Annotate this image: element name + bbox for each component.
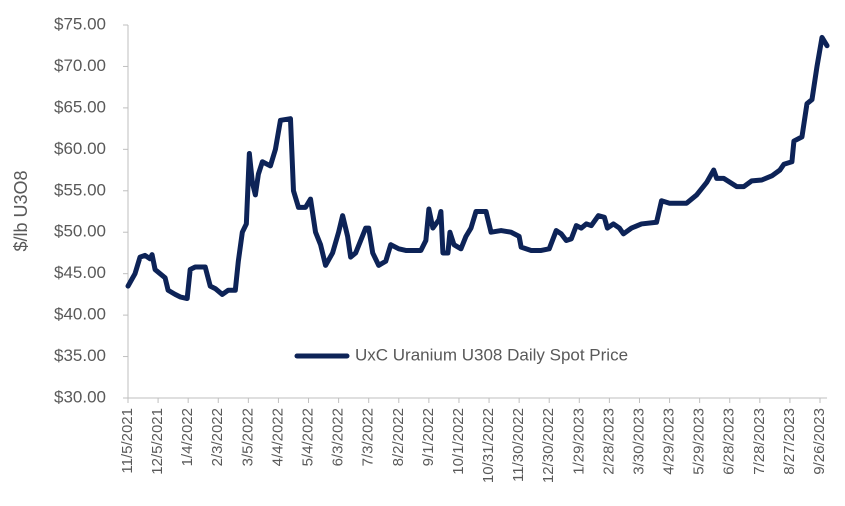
y-axis-label: $/lb U3O8	[11, 170, 31, 251]
x-tick-label: 5/4/2022	[299, 408, 316, 466]
x-tick-label: 5/29/2023	[691, 408, 708, 475]
x-tick-label: 11/5/2021	[119, 408, 136, 474]
x-tick-label: 3/5/2022	[239, 408, 256, 466]
x-tick-label: 10/1/2022	[450, 408, 467, 475]
x-tick-label: 12/5/2021	[149, 408, 166, 475]
x-tick-label: 7/3/2022	[360, 408, 377, 466]
x-tick-label: 6/3/2022	[330, 408, 347, 466]
x-tick-label: 4/29/2023	[661, 408, 678, 475]
y-tick-label: $50.00	[54, 222, 106, 241]
x-tick-label: 2/28/2023	[600, 408, 617, 475]
x-tick-label: 9/26/2023	[811, 408, 828, 475]
y-tick-label: $55.00	[54, 180, 106, 199]
x-tick-label: 1/29/2023	[570, 408, 587, 475]
x-tick-label: 2/3/2022	[209, 408, 226, 466]
y-tick-label: $60.00	[54, 139, 106, 158]
x-tick-label: 8/27/2023	[781, 408, 798, 475]
y-tick-label: $40.00	[54, 305, 106, 324]
price-line	[125, 34, 830, 302]
y-tick-label: $30.00	[54, 387, 106, 406]
y-tick-label: $75.00	[54, 14, 106, 33]
x-tick-label: 3/30/2023	[630, 408, 647, 475]
x-tick-label: 4/4/2022	[269, 408, 286, 466]
legend-label: UxC Uranium U308 Daily Spot Price	[355, 345, 628, 364]
y-tick-label: $35.00	[54, 346, 106, 365]
x-tick-label: 12/30/2022	[540, 408, 557, 483]
x-tick-label: 7/28/2023	[751, 408, 768, 475]
x-tick-label: 8/2/2022	[390, 408, 407, 466]
x-tick-label: 10/31/2022	[480, 408, 497, 483]
x-tick-label: 9/1/2022	[420, 408, 437, 466]
x-tick-label: 6/28/2023	[721, 408, 738, 475]
y-tick-label: $70.00	[54, 56, 106, 75]
x-tick-label: 1/4/2022	[179, 408, 196, 466]
x-tick-label: 11/30/2022	[510, 408, 527, 482]
y-tick-label: $45.00	[54, 263, 106, 282]
y-tick-label: $65.00	[54, 97, 106, 116]
